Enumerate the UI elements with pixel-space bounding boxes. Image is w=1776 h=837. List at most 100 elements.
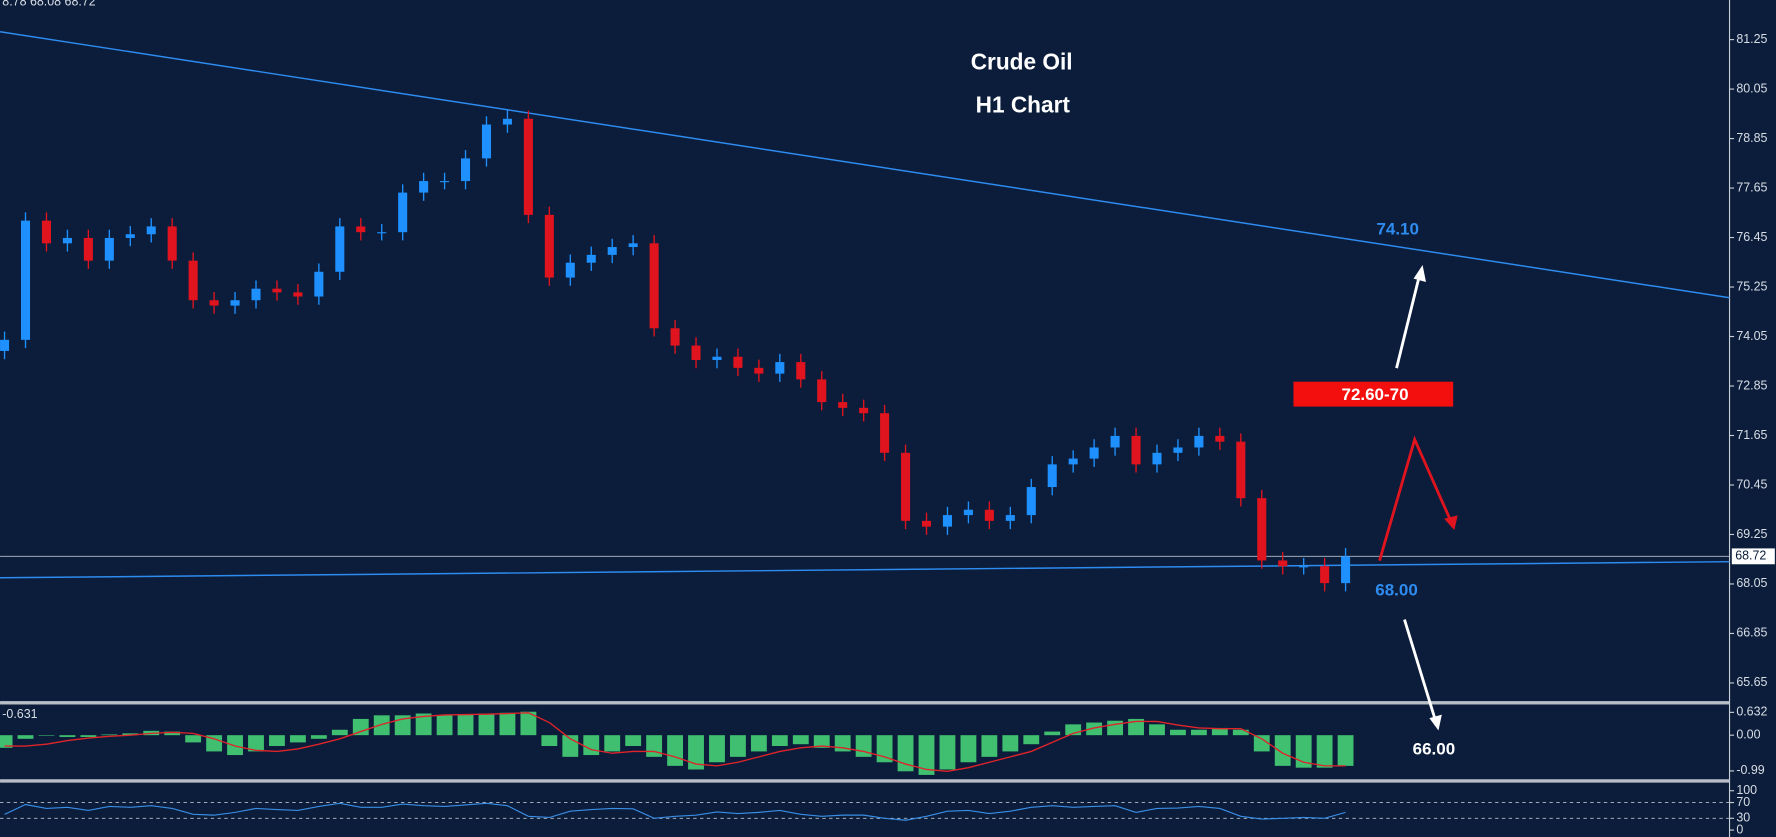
candle-body xyxy=(1278,560,1288,567)
y-tick-label: 81.25 xyxy=(1736,32,1767,46)
macd-bar xyxy=(0,735,13,748)
candle-body xyxy=(1005,515,1015,521)
y-tick-label: 66.85 xyxy=(1736,626,1767,640)
arrow-head xyxy=(1429,714,1442,731)
y-tick-label: 68.05 xyxy=(1736,576,1767,590)
macd-bar xyxy=(352,718,369,736)
annotation: 66.00 xyxy=(1413,739,1455,758)
macd-bar xyxy=(855,735,872,757)
candle-body xyxy=(1341,556,1351,584)
candle-body xyxy=(272,288,282,293)
candle-body xyxy=(83,237,93,261)
y-tick-label: 72.85 xyxy=(1736,378,1767,392)
y-tick-label: 80.05 xyxy=(1736,81,1767,95)
macd-bar xyxy=(520,711,537,736)
ohlc-header: 8.78 68.08 68.72 xyxy=(2,0,95,9)
y-tick-label: 65.65 xyxy=(1736,675,1767,689)
candle-body xyxy=(1089,447,1099,459)
macd-bar xyxy=(1274,735,1291,766)
y-tick-label: 77.65 xyxy=(1736,180,1767,194)
macd-bar xyxy=(206,735,223,752)
macd-bar xyxy=(331,729,348,736)
y-tick-label: 70.45 xyxy=(1736,477,1767,491)
candle-body xyxy=(565,262,575,278)
candle-body xyxy=(1068,458,1078,465)
macd-bar xyxy=(17,735,34,739)
y-tick-label: 71.65 xyxy=(1736,428,1767,442)
macd-bar xyxy=(792,735,809,745)
candle-body xyxy=(796,362,806,380)
y-tick-label: 75.25 xyxy=(1736,279,1767,293)
annotation: 74.10 xyxy=(1376,219,1418,238)
macd-bar xyxy=(625,735,642,747)
macd-bar xyxy=(1337,735,1354,766)
candle-body xyxy=(1131,435,1141,465)
candle-body xyxy=(1026,487,1036,516)
macd-bar xyxy=(1190,729,1207,736)
macd-bar xyxy=(373,715,390,736)
candle-body xyxy=(481,124,492,159)
y-tick-label: 0 xyxy=(1736,822,1743,836)
candle-body xyxy=(817,379,827,403)
projection-arrows xyxy=(1378,265,1458,731)
annotation: 72.60-70 xyxy=(1342,385,1409,404)
candle-body xyxy=(838,402,848,408)
macd-bar xyxy=(709,735,725,763)
macd-bar xyxy=(918,735,935,775)
candle-body xyxy=(649,243,659,329)
candle-body xyxy=(1257,498,1267,561)
resistance-box xyxy=(1293,381,1454,407)
macd-bar xyxy=(1253,735,1270,752)
macd-bar xyxy=(960,735,977,763)
macd-bar xyxy=(688,735,704,770)
macd-bar xyxy=(227,735,243,756)
candle-body xyxy=(754,367,764,374)
macd-bar xyxy=(415,713,432,736)
y-tick-label: 69.25 xyxy=(1736,527,1767,541)
macd-bar xyxy=(436,715,453,736)
macd-signal xyxy=(4,712,1346,772)
candle-body xyxy=(167,226,177,261)
y-tick-label: 100 xyxy=(1736,783,1757,797)
candle-body xyxy=(712,356,722,361)
panel-separator xyxy=(0,779,1730,783)
candle-body xyxy=(1320,566,1330,584)
candle-body xyxy=(356,226,366,233)
candle-body xyxy=(461,158,471,182)
y-tick-label: 76.45 xyxy=(1736,230,1767,244)
macd-bar xyxy=(583,735,600,756)
candle-body xyxy=(586,254,596,263)
candle-body xyxy=(691,345,701,361)
rsi-line xyxy=(4,802,1346,821)
macd-bar xyxy=(101,734,118,736)
macd-bar xyxy=(1316,735,1333,768)
macd-bar xyxy=(541,735,558,747)
macd-bar xyxy=(185,735,202,743)
macd-bar xyxy=(813,735,830,748)
macd-bar xyxy=(80,735,97,737)
arrow-head xyxy=(1444,515,1458,531)
annotation: 68.00 xyxy=(1375,581,1417,600)
macd-bar xyxy=(667,735,683,766)
candle-body xyxy=(942,515,952,527)
candle-body xyxy=(209,300,219,306)
candle-body xyxy=(104,237,114,261)
macd-bar xyxy=(1211,727,1228,736)
candle-body xyxy=(1236,441,1246,499)
candle-body xyxy=(335,226,345,272)
macd-bar xyxy=(1128,718,1144,736)
macd-bar xyxy=(164,731,181,736)
candle-body xyxy=(859,407,869,414)
macd-bar xyxy=(981,735,998,757)
candle-body xyxy=(41,220,51,244)
last-price-box xyxy=(1731,548,1775,565)
y-tick-label: 78.85 xyxy=(1736,131,1767,145)
macd-bar xyxy=(38,735,55,736)
candle-body xyxy=(377,232,387,234)
candle-body xyxy=(733,356,743,368)
macd-bar xyxy=(122,733,139,736)
macd-bar xyxy=(604,735,621,752)
candle-body xyxy=(544,214,554,278)
y-tick-label: 0.00 xyxy=(1736,727,1760,741)
macd-bar xyxy=(1232,729,1249,736)
